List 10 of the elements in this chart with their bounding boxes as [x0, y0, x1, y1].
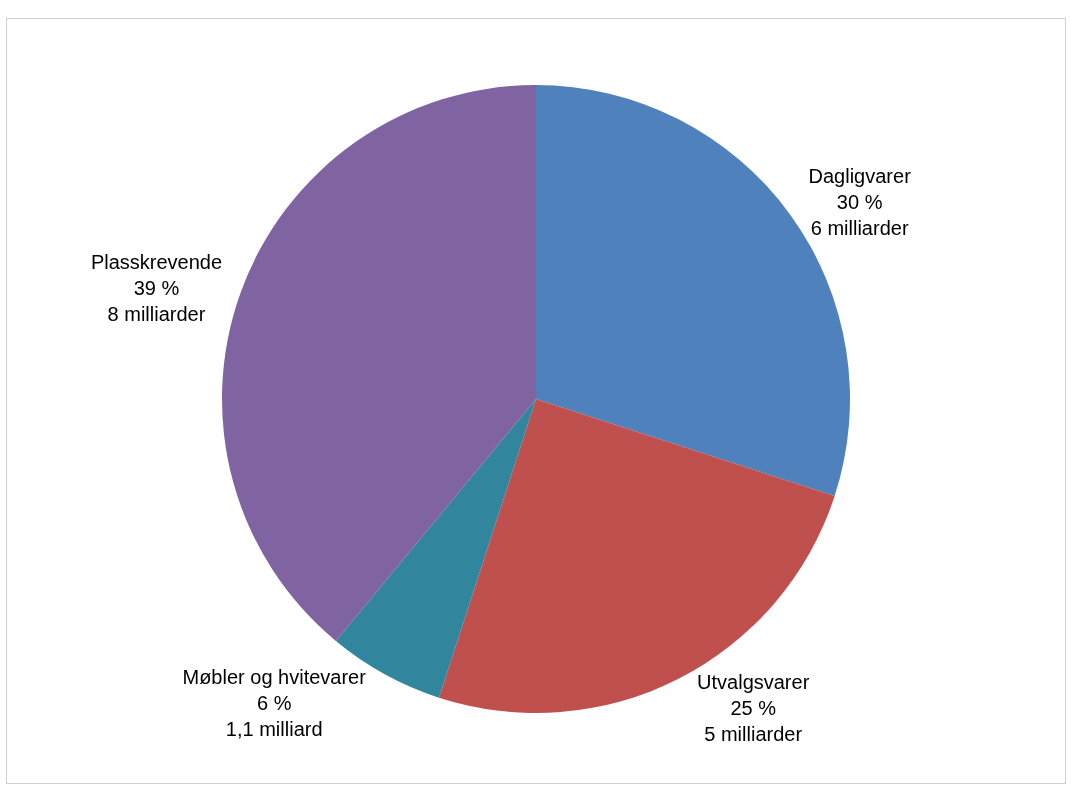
data-label: 39 % 8 milliarder	[107, 277, 206, 326]
data-label: 6 % 1,1 milliard	[225, 691, 323, 740]
pie-slice	[222, 85, 536, 641]
slice-label: Dagligvarer	[808, 164, 912, 187]
slice-label: Utvalgsvarer	[697, 671, 810, 694]
slice-label: Plasskrevende	[90, 251, 223, 274]
data-label: 25 % 5 milliarder	[704, 697, 803, 746]
pie-slice	[438, 399, 835, 713]
data-label: 30 % 6 milliarder	[810, 190, 909, 239]
slice-label: Møbler og hvitevarer	[182, 665, 367, 688]
